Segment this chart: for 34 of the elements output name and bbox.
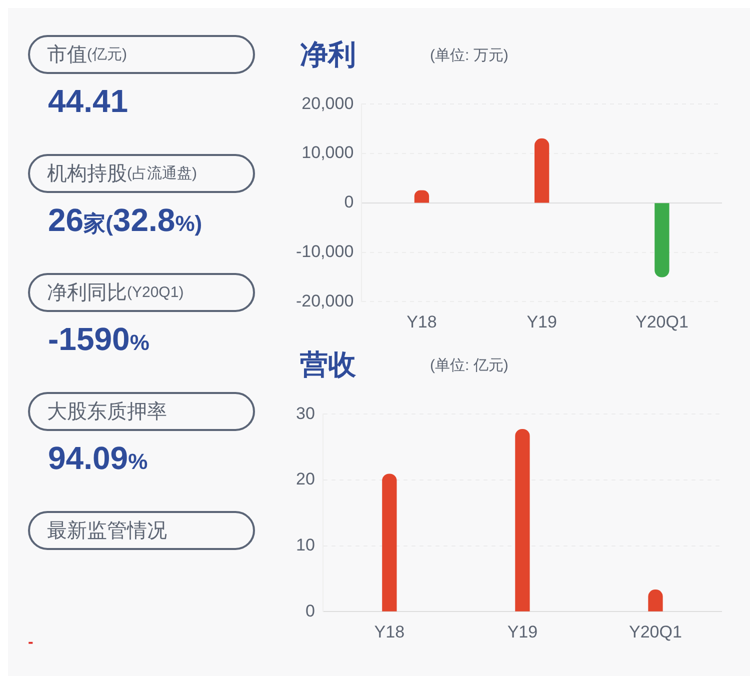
y-tick-label: 0 bbox=[305, 601, 315, 620]
text: - bbox=[28, 634, 34, 652]
bar bbox=[534, 138, 550, 203]
chart-subtitle: (单位: 万元) bbox=[430, 46, 508, 65]
text: 44.41 bbox=[48, 83, 128, 119]
text: 最新监管情况 bbox=[47, 519, 167, 544]
chart-title: 净利 bbox=[300, 38, 356, 72]
x-tick-label: Y19 bbox=[526, 312, 557, 332]
y-tick-label: -10,000 bbox=[296, 242, 354, 261]
x-tick-label: Y18 bbox=[406, 312, 437, 332]
y-tick-label: 10 bbox=[296, 535, 315, 554]
y-tick-label: -20,000 bbox=[296, 291, 354, 310]
bar bbox=[648, 590, 663, 612]
chart-title: 营收 bbox=[300, 348, 356, 382]
y-tick-label: 10,000 bbox=[302, 143, 354, 162]
y-tick-label: 20 bbox=[296, 470, 315, 489]
bar bbox=[654, 203, 670, 278]
text: 机构持股(占流通盘) bbox=[47, 162, 197, 187]
y-tick-label: 30 bbox=[296, 404, 315, 423]
x-tick-label: Y18 bbox=[374, 622, 405, 642]
text: -1590% bbox=[48, 321, 150, 357]
text: 94.09% bbox=[48, 440, 148, 476]
x-tick-label: Y20Q1 bbox=[629, 622, 682, 642]
text: 大股东质押率 bbox=[47, 400, 167, 425]
y-tick-label: 0 bbox=[344, 192, 354, 212]
text: 净利同比(Y20Q1) bbox=[47, 281, 184, 306]
text: 26家(32.8%) bbox=[48, 202, 202, 238]
y-tick-label: 20,000 bbox=[302, 94, 354, 113]
bar bbox=[382, 474, 397, 612]
x-tick-label: Y19 bbox=[507, 622, 538, 642]
chart-subtitle: (单位: 亿元) bbox=[430, 356, 508, 375]
bar bbox=[515, 429, 530, 612]
x-tick-label: Y20Q1 bbox=[635, 312, 688, 332]
text: 市值(亿元) bbox=[47, 43, 127, 68]
